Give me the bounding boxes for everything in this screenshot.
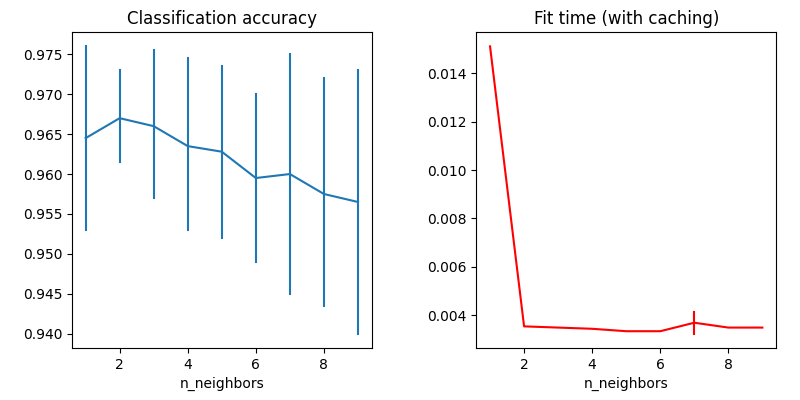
X-axis label: n_neighbors: n_neighbors [179,377,264,392]
Title: Fit time (with caching): Fit time (with caching) [534,10,719,28]
X-axis label: n_neighbors: n_neighbors [584,377,669,392]
Title: Classification accuracy: Classification accuracy [126,10,317,28]
